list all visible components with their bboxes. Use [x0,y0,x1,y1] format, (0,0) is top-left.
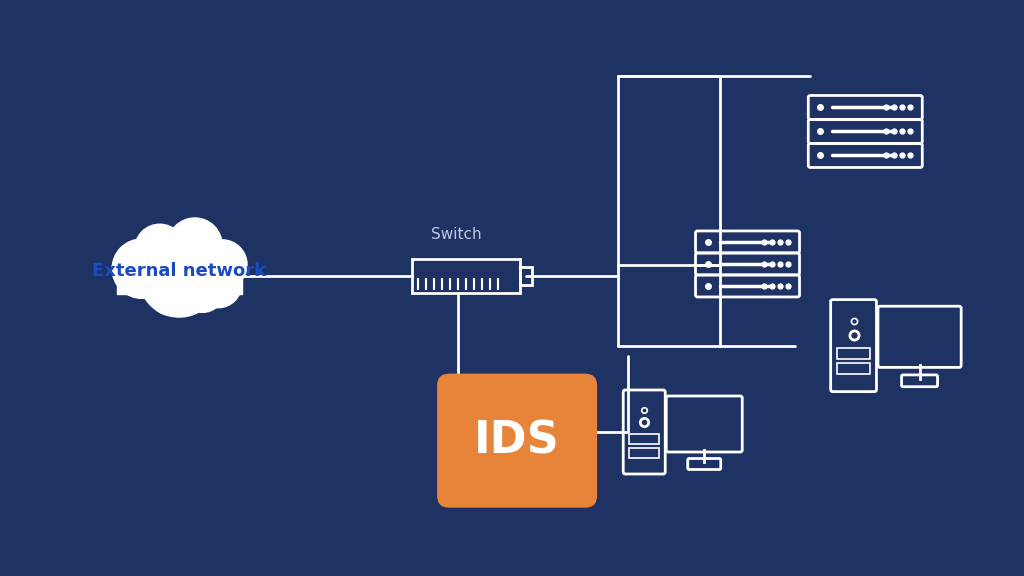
Circle shape [148,268,195,316]
Circle shape [135,224,184,274]
Bar [837,363,870,374]
Bar [117,276,242,294]
Text: IDS: IDS [474,419,560,462]
Bar [837,348,870,359]
Text: External network: External network [92,263,266,281]
Circle shape [138,236,220,317]
Circle shape [195,261,242,308]
Circle shape [198,240,247,290]
Circle shape [168,218,222,272]
Bar [629,448,659,457]
Bar [629,434,659,444]
Circle shape [181,268,224,312]
Text: Switch: Switch [431,228,481,242]
FancyBboxPatch shape [437,374,597,507]
Bar [412,259,520,294]
Bar [520,267,531,286]
Circle shape [112,239,171,298]
